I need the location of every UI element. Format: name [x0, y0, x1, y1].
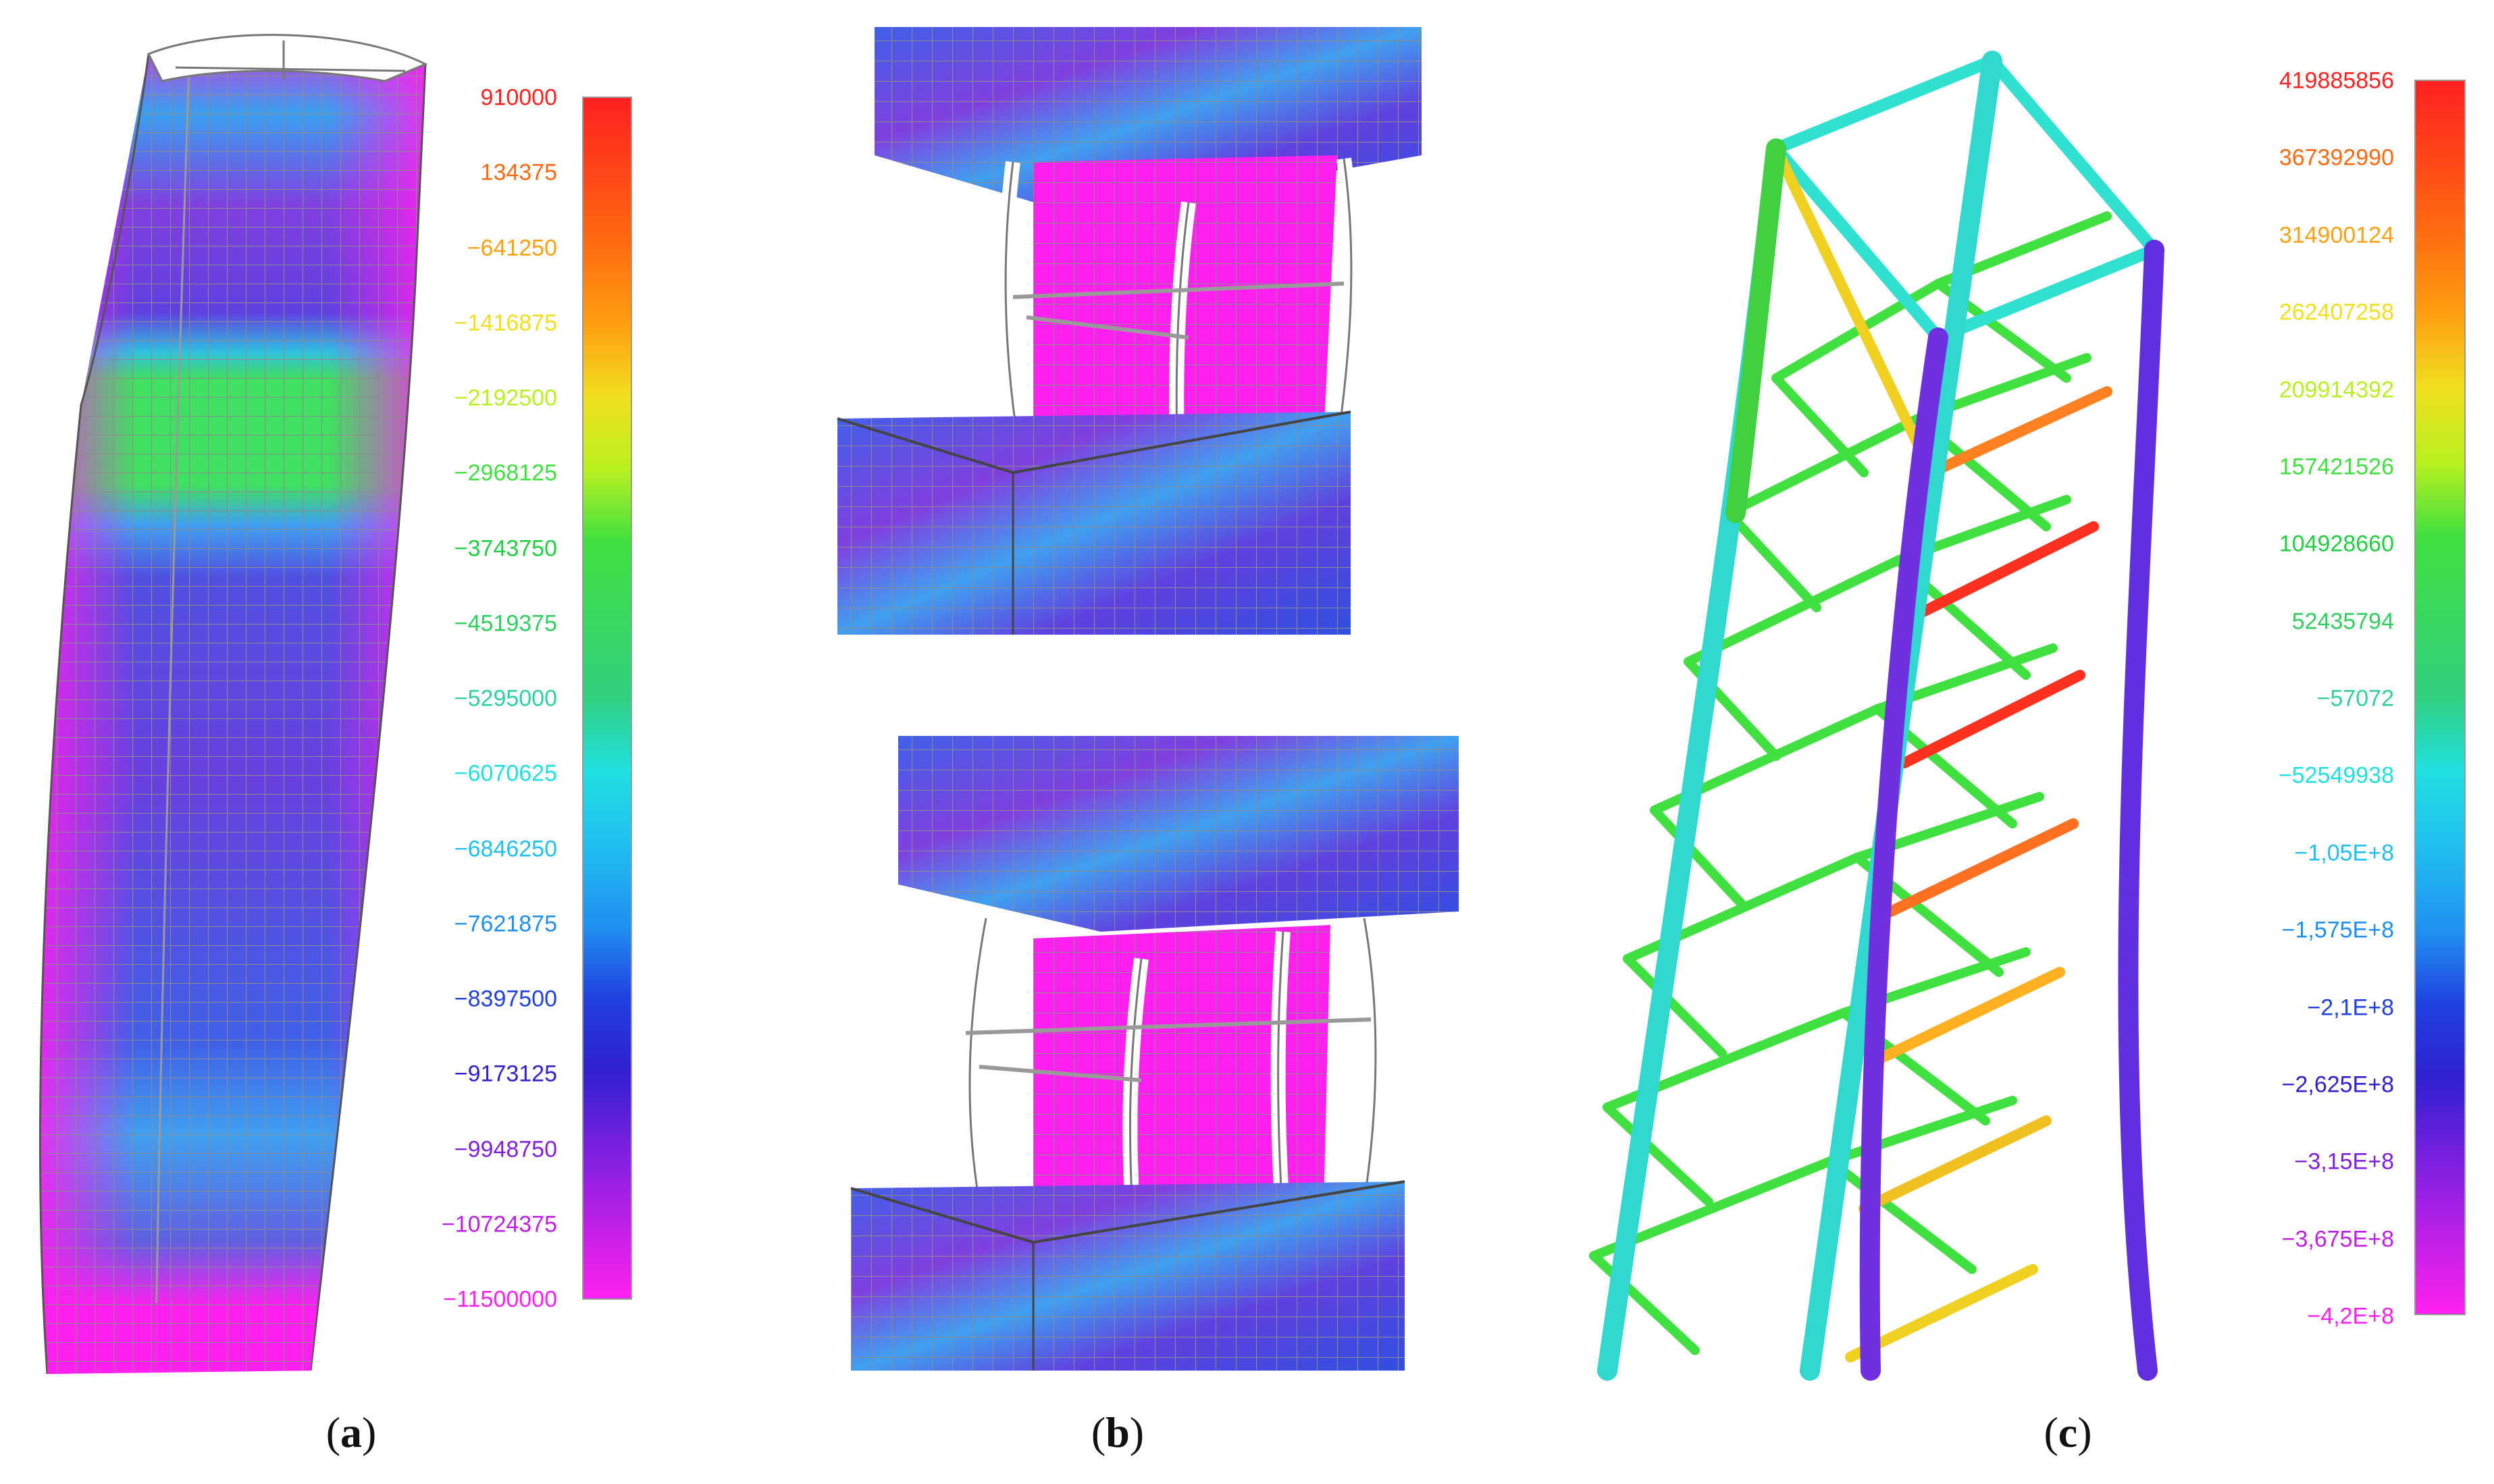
- panel-c: 419885856 367392990 314900124 262407258 2099…: [1553, 0, 2494, 1484]
- legend-label: −6070625: [454, 760, 557, 787]
- upper-joint: [837, 27, 1422, 635]
- legend-label: 910000: [480, 84, 557, 111]
- caption-a: (a): [326, 1408, 377, 1456]
- legend-label: −641250: [467, 235, 557, 261]
- legend-label: −6846250: [454, 836, 557, 862]
- legend-label: 52435794: [2291, 608, 2394, 635]
- chord-front-left: [1859, 327, 1948, 1381]
- legend-label: 262407258: [2279, 299, 2394, 325]
- legend-label: 104928660: [2279, 531, 2394, 557]
- legend-label: −1416875: [454, 310, 557, 336]
- bracing-members: [1589, 211, 2112, 1355]
- legend-label: −1,575E+8: [2281, 917, 2394, 943]
- legend-label: −2192500: [454, 385, 557, 411]
- legend-label: −2968125: [454, 460, 557, 486]
- legend-label: −2,625E+8: [2281, 1071, 2394, 1098]
- caption-b: (b): [1091, 1408, 1145, 1456]
- legend-label: −8397500: [454, 986, 557, 1012]
- legend-label: −3,15E+8: [2294, 1148, 2394, 1175]
- legend-label: 134375: [480, 159, 557, 186]
- legend-label: −9948750: [454, 1136, 557, 1162]
- legend-label: −4,2E+8: [2307, 1303, 2394, 1329]
- legend-label: −52549938: [2278, 762, 2394, 789]
- panel-b: (b): [810, 0, 1519, 1484]
- joint-detail-b: [837, 27, 1459, 1371]
- legend-label: 419885856: [2279, 68, 2394, 94]
- legend-label: −4519375: [454, 610, 557, 637]
- legend-label: −57072: [2316, 685, 2394, 712]
- legend-label: −5295000: [454, 685, 557, 712]
- panel-a: 910000 134375 −641250 −1416875 −2192500 −2968…: [0, 0, 648, 1484]
- chord-front-right: [2118, 240, 2164, 1381]
- legend-label: −10724375: [441, 1211, 557, 1238]
- colorbar-c: [2414, 80, 2466, 1315]
- colorbar-a: [582, 97, 632, 1300]
- legend-label: 367392990: [2279, 144, 2394, 171]
- legend-label: −11500000: [443, 1286, 557, 1313]
- legend-label: −7621875: [454, 911, 557, 937]
- legend-label: −1,05E+8: [2294, 840, 2394, 866]
- legend-label: 157421526: [2279, 454, 2394, 480]
- legend-label: −2,1E+8: [2307, 995, 2394, 1020]
- legend-label: −3,675E+8: [2281, 1226, 2394, 1252]
- column-mesh-a: [39, 34, 428, 1375]
- steel-frame-c: [1589, 51, 2164, 1381]
- legend-label: −3743750: [454, 535, 557, 561]
- lower-joint: [850, 736, 1459, 1371]
- caption-c: (c): [2044, 1408, 2092, 1456]
- legend-label: 314900124: [2279, 222, 2394, 248]
- legend-label: 209914392: [2279, 377, 2394, 402]
- legend-label: −9173125: [454, 1061, 557, 1087]
- batten-members: [1771, 143, 2112, 1362]
